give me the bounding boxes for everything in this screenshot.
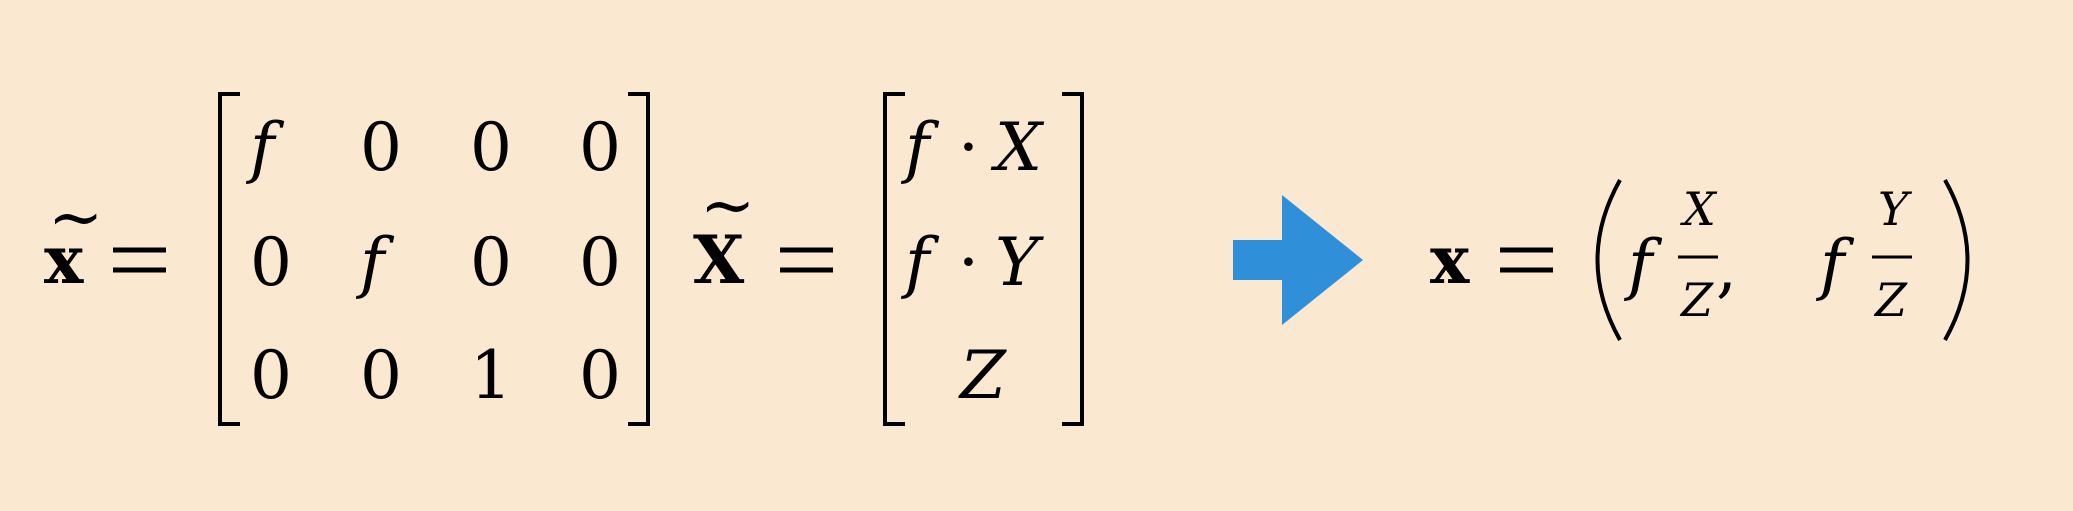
final-f2: f xyxy=(1815,226,1855,303)
matrix-p-r1c4: 0 xyxy=(579,109,621,186)
matrix-p-right-bracket xyxy=(628,92,650,426)
final-den1: Z xyxy=(1679,273,1714,327)
matrix-p-r2c2: f xyxy=(355,224,395,301)
lhs-x-tilde: ~ x xyxy=(44,179,103,299)
rhs-x-tilde: ~ X xyxy=(693,167,755,299)
matrix-p-r1c3: 0 xyxy=(470,109,512,186)
result-right-bracket xyxy=(1062,92,1084,426)
result-vector-brackets xyxy=(883,92,1084,426)
result-r2-dot: · xyxy=(958,224,979,301)
final-right-paren xyxy=(1943,179,1970,341)
final-f1: f xyxy=(1623,226,1663,303)
final-x: x xyxy=(1430,221,1470,299)
final-term-2: f Y Z xyxy=(1815,182,1913,327)
matrix-p-r1c1: f xyxy=(245,109,285,186)
equals-sign-2 xyxy=(780,247,833,273)
result-r3-var: Z xyxy=(958,337,1007,414)
final-num2: Y xyxy=(1878,182,1913,236)
matrix-p-r3c4: 0 xyxy=(579,337,621,414)
final-left-paren xyxy=(1595,179,1622,341)
right-arrow-icon xyxy=(1233,195,1363,325)
final-num1: X xyxy=(1680,182,1718,236)
final-x-symbol: x xyxy=(1430,221,1470,299)
final-den2: Z xyxy=(1873,273,1908,327)
matrix-p-r2c1: 0 xyxy=(250,224,292,301)
lhs-x: x xyxy=(44,221,84,299)
matrix-p-r2c3: 0 xyxy=(470,224,512,301)
matrix-p-r1c2: 0 xyxy=(360,109,402,186)
matrix-p-r3c1: 0 xyxy=(250,337,292,414)
matrix-p-left-bracket xyxy=(218,92,240,426)
result-r1-dot: · xyxy=(958,109,979,186)
result-r1-f: f xyxy=(900,109,940,186)
matrix-p-r2c4: 0 xyxy=(579,224,621,301)
result-vector: f · X f · Y Z xyxy=(900,109,1045,414)
lhs-tilde: ~ xyxy=(48,179,103,256)
result-left-bracket xyxy=(883,92,905,426)
matrix-p: f 0 0 0 0 f 0 0 0 0 1 0 xyxy=(245,109,621,414)
result-r1-var: X xyxy=(990,109,1045,186)
final-term-1: f X Z , xyxy=(1623,182,1737,327)
equals-sign-1 xyxy=(113,247,166,273)
final-parentheses xyxy=(1595,179,1970,341)
rhs-tilde: ~ xyxy=(700,167,755,244)
equals-sign-3 xyxy=(1500,247,1553,273)
result-r2-var: Y xyxy=(995,224,1044,301)
matrix-p-r3c3: 1 xyxy=(470,337,512,414)
final-comma: , xyxy=(1716,229,1737,306)
rhs-x: X xyxy=(693,221,745,299)
matrix-p-r3c2: 0 xyxy=(360,337,402,414)
result-r2-f: f xyxy=(900,224,940,301)
matrix-p-brackets xyxy=(218,92,650,426)
